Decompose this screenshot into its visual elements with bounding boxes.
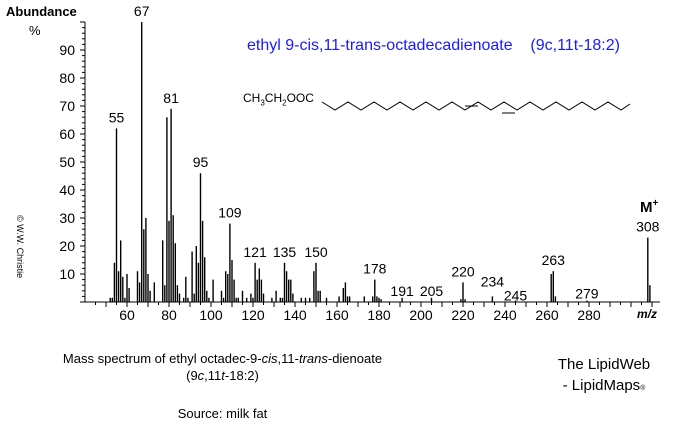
y-axis-label: Abundance — [6, 4, 77, 19]
svg-text:40: 40 — [59, 182, 75, 198]
svg-text:90: 90 — [59, 42, 75, 58]
svg-text:308: 308 — [636, 219, 660, 235]
x-axis-label: m/z — [637, 307, 658, 321]
caption-line-2: (9c,11t-18:2) — [186, 368, 259, 383]
svg-text:80: 80 — [161, 307, 177, 323]
svg-text:260: 260 — [535, 307, 559, 323]
svg-text:80: 80 — [59, 70, 75, 86]
svg-text:20: 20 — [59, 238, 75, 254]
copyright-notice: © W.W. Christie — [15, 215, 25, 279]
svg-text:140: 140 — [283, 307, 307, 323]
svg-text:178: 178 — [363, 261, 387, 277]
y-axis-unit: % — [29, 23, 41, 38]
svg-text:135: 135 — [273, 244, 297, 260]
svg-text:280: 280 — [577, 307, 601, 323]
svg-text:240: 240 — [493, 307, 517, 323]
svg-text:220: 220 — [451, 307, 475, 323]
svg-text:234: 234 — [481, 273, 505, 289]
svg-text:60: 60 — [59, 126, 75, 142]
structure-prefix: CH3CH2OOC — [243, 91, 314, 108]
axes: 10 20 30 40 50 60 70 80 90 60 80 100 120 140 160 180 200… — [59, 21, 660, 323]
svg-text:180: 180 — [367, 307, 391, 323]
caption-line-1: Mass spectrum of ethyl octadec-9-cis,11-… — [62, 351, 383, 366]
svg-text:50: 50 — [59, 154, 75, 170]
caption-source: Source: milk fat — [177, 406, 268, 421]
svg-text:205: 205 — [420, 283, 444, 299]
svg-text:279: 279 — [575, 286, 599, 302]
svg-text:30: 30 — [59, 210, 75, 226]
svg-text:160: 160 — [325, 307, 349, 323]
compound-title: ethyl 9-cis,11-trans-octadecadienoate (9… — [247, 37, 620, 54]
brand-lipidweb: The LipidWeb — [557, 356, 651, 373]
svg-text:60: 60 — [119, 307, 135, 323]
chemical-structure — [321, 101, 631, 114]
svg-text:109: 109 — [218, 205, 242, 221]
svg-text:220: 220 — [451, 263, 475, 279]
svg-text:67: 67 — [134, 3, 150, 19]
svg-text:200: 200 — [409, 307, 433, 323]
svg-text:263: 263 — [542, 252, 566, 268]
spectrum-peaks — [109, 22, 651, 302]
brand-lipidmaps: - LipidMaps® — [562, 377, 646, 394]
svg-text:55: 55 — [109, 109, 125, 125]
svg-text:10: 10 — [59, 266, 75, 282]
svg-text:81: 81 — [163, 90, 179, 106]
molecular-ion-label: M+ — [640, 198, 659, 216]
svg-text:95: 95 — [193, 154, 209, 170]
svg-text:191: 191 — [390, 283, 414, 299]
svg-text:70: 70 — [59, 98, 75, 114]
svg-text:121: 121 — [243, 244, 267, 260]
svg-text:150: 150 — [304, 244, 328, 260]
svg-text:245: 245 — [504, 288, 528, 304]
svg-text:120: 120 — [241, 307, 265, 323]
svg-text:100: 100 — [199, 307, 223, 323]
